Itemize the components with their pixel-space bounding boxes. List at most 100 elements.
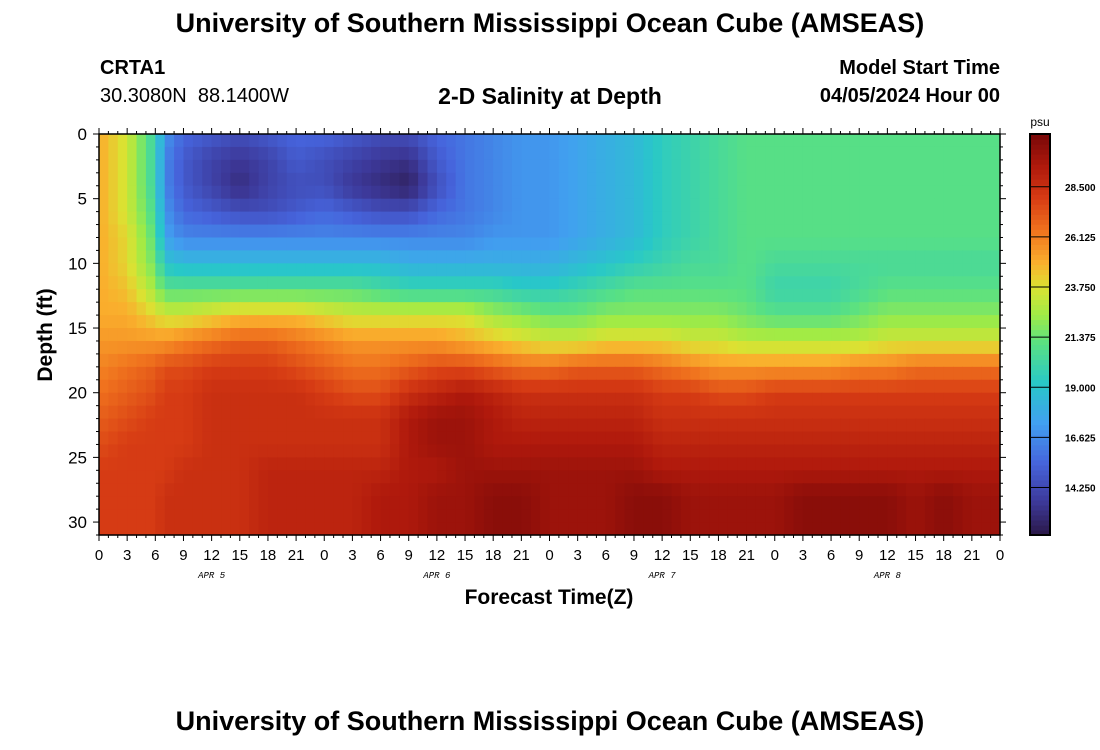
heatmap-cell	[540, 340, 551, 355]
heatmap-cell	[389, 431, 400, 446]
heatmap-cell	[258, 340, 269, 355]
x-tick-label: 3	[123, 547, 131, 564]
heatmap-cell	[746, 522, 757, 536]
heatmap-cell	[239, 509, 250, 523]
x-tick-label: 21	[288, 547, 305, 564]
heatmap-cell	[953, 198, 964, 213]
heatmap-cell	[296, 302, 307, 316]
heatmap-cell	[680, 276, 691, 290]
colorbar-segment	[1030, 414, 1050, 421]
heatmap-cell	[962, 146, 973, 161]
heatmap-cell	[277, 431, 288, 446]
heatmap-cell	[155, 159, 166, 174]
heatmap-cell	[915, 496, 926, 510]
heatmap-cell	[408, 366, 419, 381]
heatmap-cell	[267, 328, 278, 342]
heatmap-cell	[624, 392, 635, 407]
heatmap-cell	[671, 224, 682, 239]
heatmap-cell	[314, 237, 325, 252]
heatmap-cell	[906, 431, 917, 446]
heatmap-cell	[427, 496, 438, 510]
heatmap-cell	[380, 185, 391, 200]
heatmap-cell	[877, 418, 888, 433]
heatmap-cell	[981, 328, 992, 342]
heatmap-cell	[465, 353, 476, 368]
heatmap-cell	[962, 353, 973, 368]
heatmap-cell	[474, 418, 485, 433]
heatmap-cell	[343, 457, 354, 471]
heatmap-cell	[267, 276, 278, 290]
colorbar-segment	[1030, 219, 1050, 225]
heatmap-cell	[633, 159, 644, 174]
heatmap-cell	[361, 146, 372, 161]
heatmap-cell	[530, 470, 541, 484]
heatmap-cell	[418, 224, 429, 239]
heatmap-cell	[962, 250, 973, 264]
heatmap-cell	[192, 211, 203, 226]
heatmap-cell	[183, 509, 194, 523]
heatmap-cell	[924, 379, 935, 394]
heatmap-cell	[343, 134, 354, 148]
heatmap-cell	[145, 211, 156, 226]
heatmap-cell	[211, 444, 222, 458]
x-tick-label: 3	[348, 547, 356, 564]
heatmap-cell	[849, 250, 860, 264]
heatmap-cell	[249, 172, 260, 187]
heatmap-cell	[868, 263, 879, 277]
heatmap-cell	[136, 392, 147, 407]
heatmap-cell	[380, 496, 391, 510]
heatmap-cell	[774, 392, 785, 407]
heatmap-cell	[343, 172, 354, 187]
heatmap-cell	[868, 483, 879, 497]
heatmap-cell	[812, 134, 823, 148]
heatmap-cell	[690, 522, 701, 536]
heatmap-cell	[540, 146, 551, 161]
heatmap-cell	[389, 418, 400, 433]
heatmap-cell	[136, 483, 147, 497]
heatmap-cell	[887, 159, 898, 174]
heatmap-cell	[981, 134, 992, 148]
heatmap-cell	[943, 134, 954, 148]
heatmap-cell	[709, 418, 720, 433]
heatmap-cell	[981, 509, 992, 523]
heatmap-cell	[455, 146, 466, 161]
heatmap-cell	[633, 198, 644, 213]
heatmap-cell	[624, 211, 635, 226]
heatmap-cell	[483, 353, 494, 368]
heatmap-cell	[502, 353, 513, 368]
heatmap-cell	[230, 483, 241, 497]
colorbar-segment	[1030, 369, 1050, 376]
heatmap-cell	[558, 340, 569, 355]
colorbar-segment	[1030, 524, 1050, 531]
heatmap-cell	[737, 224, 748, 239]
heatmap-cell	[305, 159, 316, 174]
heatmap-cell	[690, 315, 701, 329]
heatmap-cell	[971, 224, 982, 239]
heatmap-cell	[877, 379, 888, 394]
heatmap-cell	[699, 250, 710, 264]
heatmap-cell	[962, 457, 973, 471]
heatmap-cell	[962, 340, 973, 355]
heatmap-cell	[117, 250, 128, 264]
heatmap-cell	[558, 418, 569, 433]
heatmap-cell	[971, 418, 982, 433]
heatmap-cell	[127, 146, 138, 161]
colorbar-segment	[1030, 179, 1050, 185]
heatmap-cell	[802, 366, 813, 381]
heatmap-cell	[511, 302, 522, 316]
heatmap-cell	[239, 146, 250, 161]
heatmap-cell	[361, 457, 372, 471]
heatmap-cell	[145, 366, 156, 381]
heatmap-cell	[868, 522, 879, 536]
heatmap-cell	[324, 496, 335, 510]
heatmap-cell	[99, 172, 109, 187]
heatmap-cell	[680, 418, 691, 433]
heatmap-cell	[971, 483, 982, 497]
heatmap-cell	[990, 340, 1001, 355]
heatmap-cell	[906, 237, 917, 252]
heatmap-cell	[990, 483, 1001, 497]
heatmap-cell	[164, 146, 175, 161]
heatmap-cell	[737, 276, 748, 290]
heatmap-cell	[981, 302, 992, 316]
heatmap-cell	[183, 418, 194, 433]
